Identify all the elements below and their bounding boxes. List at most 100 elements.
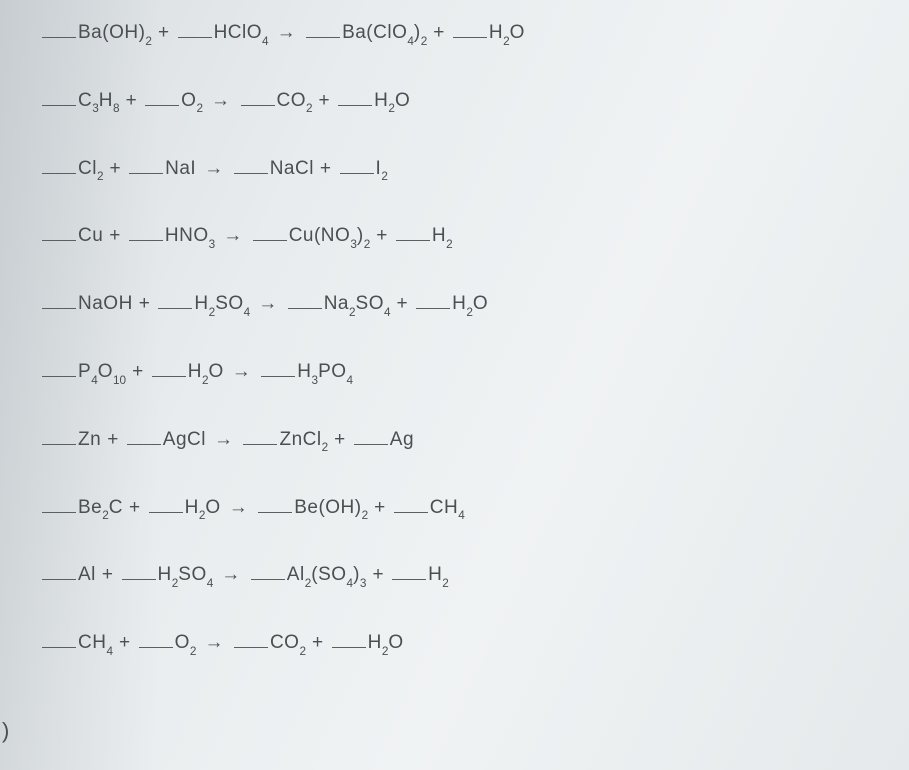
coefficient-blank[interactable] (251, 560, 285, 580)
coefficient-blank[interactable] (42, 628, 76, 648)
chemical-formula: P4O10 (78, 361, 126, 385)
coefficient-blank[interactable] (416, 289, 450, 309)
chemical-formula: Cu(NO3)2 (289, 225, 371, 249)
coefficient-blank[interactable] (288, 289, 322, 309)
chemical-formula: H2 (432, 225, 453, 249)
equation-row: Zn + AgCl → ZnCl2 + Ag (40, 425, 909, 453)
chemical-formula: H2 (428, 564, 449, 588)
coefficient-blank[interactable] (42, 18, 76, 38)
reaction-arrow: → (277, 22, 297, 44)
chemical-formula: HClO4 (214, 22, 269, 46)
worksheet-page: Ba(OH)2+HClO4→Ba(ClO4)2+H2OC3H8+O2→CO2+H… (0, 0, 909, 770)
chemical-formula: Na2SO4 (324, 293, 391, 317)
reaction-arrow: → (204, 632, 224, 654)
coefficient-blank[interactable] (158, 289, 192, 309)
equation-row: CH4+O2→CO2+H2O (40, 628, 909, 656)
chemical-formula: Al (78, 564, 96, 586)
equation-row: Al+H2SO4→Al2(SO4)3+H2 (40, 560, 909, 588)
chemical-formula: H2SO4 (158, 564, 214, 588)
coefficient-blank[interactable] (234, 628, 268, 648)
coefficient-blank[interactable] (127, 425, 161, 445)
plus-operator: + (320, 158, 332, 180)
plus-operator: + (312, 632, 324, 654)
chemical-formula: O2 (175, 632, 197, 656)
equation-row: C3H8+O2→CO2+H2O (40, 86, 909, 114)
chemical-formula: CH4 (78, 632, 113, 656)
chemical-formula: Ag (390, 429, 414, 451)
reaction-arrow: → (258, 293, 278, 315)
equation-row: Ba(OH)2+HClO4→Ba(ClO4)2+H2O (40, 18, 909, 46)
coefficient-blank[interactable] (392, 560, 426, 580)
plus-operator: + (139, 293, 151, 315)
coefficient-blank[interactable] (394, 493, 428, 513)
coefficient-blank[interactable] (234, 154, 268, 174)
plus-operator: + (107, 429, 119, 451)
plus-operator: + (376, 225, 388, 247)
chemical-formula: H2O (188, 361, 224, 385)
chemical-formula: NaI (165, 158, 196, 180)
coefficient-blank[interactable] (129, 154, 163, 174)
stray-text: ) (2, 718, 9, 744)
coefficient-blank[interactable] (253, 221, 287, 241)
coefficient-blank[interactable] (261, 357, 295, 377)
coefficient-blank[interactable] (42, 425, 76, 445)
chemical-formula: Ba(OH)2 (78, 22, 152, 46)
equations-list: Ba(OH)2+HClO4→Ba(ClO4)2+H2OC3H8+O2→CO2+H… (40, 18, 909, 656)
reaction-arrow: → (229, 497, 249, 519)
equation-row: Be2C+H2O→Be(OH)2+CH4 (40, 493, 909, 521)
chemical-formula: Zn (78, 429, 101, 451)
coefficient-blank[interactable] (340, 154, 374, 174)
plus-operator: + (119, 632, 131, 654)
chemical-formula: Be2C (78, 497, 123, 521)
chemical-formula: AgCl (163, 429, 206, 451)
coefficient-blank[interactable] (139, 628, 173, 648)
chemical-formula: ZnCl2 (279, 429, 328, 453)
coefficient-blank[interactable] (332, 628, 366, 648)
plus-operator: + (102, 564, 114, 586)
coefficient-blank[interactable] (122, 560, 156, 580)
plus-operator: + (334, 429, 346, 451)
plus-operator: + (397, 293, 409, 315)
coefficient-blank[interactable] (42, 560, 76, 580)
reaction-arrow: → (223, 225, 243, 247)
coefficient-blank[interactable] (241, 86, 275, 106)
coefficient-blank[interactable] (42, 289, 76, 309)
coefficient-blank[interactable] (42, 493, 76, 513)
coefficient-blank[interactable] (145, 86, 179, 106)
coefficient-blank[interactable] (152, 357, 186, 377)
coefficient-blank[interactable] (42, 357, 76, 377)
chemical-formula: Al2(SO4)3 (287, 564, 367, 588)
chemical-formula: O2 (181, 90, 203, 114)
coefficient-blank[interactable] (42, 221, 76, 241)
chemical-formula: H2O (489, 22, 525, 46)
chemical-formula: I2 (376, 158, 388, 182)
coefficient-blank[interactable] (178, 18, 212, 38)
reaction-arrow: → (214, 429, 234, 451)
equation-row: Cu+HNO3→Cu(NO3)2+H2 (40, 221, 909, 249)
chemical-formula: H2O (185, 497, 221, 521)
coefficient-blank[interactable] (453, 18, 487, 38)
equation-row: P4O10+H2O→H3PO4 (40, 357, 909, 385)
plus-operator: + (374, 497, 386, 519)
coefficient-blank[interactable] (42, 154, 76, 174)
chemical-formula: Cu (78, 225, 103, 247)
coefficient-blank[interactable] (338, 86, 372, 106)
coefficient-blank[interactable] (306, 18, 340, 38)
coefficient-blank[interactable] (243, 425, 277, 445)
coefficient-blank[interactable] (42, 86, 76, 106)
coefficient-blank[interactable] (149, 493, 183, 513)
chemical-formula: CH4 (430, 497, 465, 521)
chemical-formula: CO2 (270, 632, 306, 656)
coefficient-blank[interactable] (396, 221, 430, 241)
coefficient-blank[interactable] (129, 221, 163, 241)
plus-operator: + (132, 361, 144, 383)
plus-operator: + (158, 22, 170, 44)
coefficient-blank[interactable] (258, 493, 292, 513)
chemical-formula: H2O (452, 293, 488, 317)
reaction-arrow: → (204, 158, 224, 180)
plus-operator: + (433, 22, 445, 44)
chemical-formula: NaOH (78, 293, 133, 315)
chemical-formula: H2O (374, 90, 410, 114)
coefficient-blank[interactable] (354, 425, 388, 445)
chemical-formula: NaCl (270, 158, 314, 180)
